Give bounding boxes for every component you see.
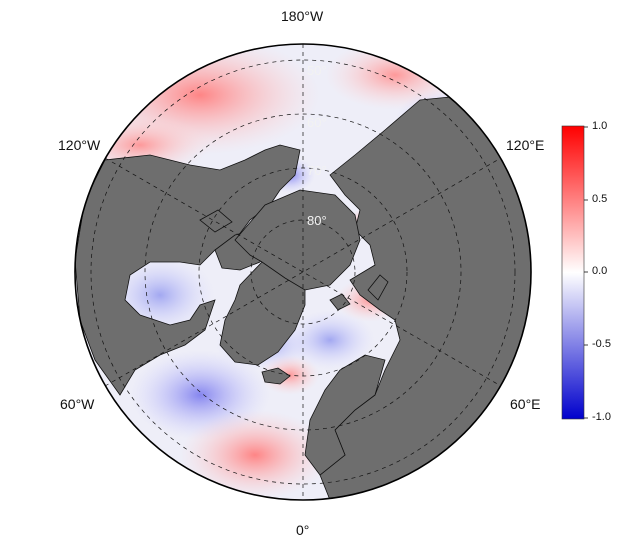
colorbar — [561, 125, 585, 420]
colorbar-tick-lower: -0.5 — [592, 338, 611, 350]
label-lat-50: 50° — [307, 63, 327, 78]
label-120w: 120°W — [58, 137, 101, 153]
label-lat-70: 70° — [307, 163, 327, 178]
label-180w: 180°W — [281, 8, 324, 24]
label-60e: 60°E — [510, 396, 541, 412]
central-arctic — [234, 189, 361, 291]
atlantic-warm-anomaly — [180, 410, 330, 500]
iceland-landmass — [261, 367, 291, 385]
label-lat-80: 80° — [307, 213, 327, 228]
label-60w: 60°W — [60, 396, 95, 412]
parallel-50 — [90, 59, 516, 485]
label-0: 0° — [296, 522, 310, 538]
label-lat-60: 60° — [307, 115, 327, 130]
map-boundary — [74, 43, 532, 501]
scandinavia-landmass — [304, 354, 386, 476]
colorbar-tick-mid: 0.0 — [592, 265, 608, 277]
land-masses — [75, 94, 531, 500]
colorbar-tick-min: -1.0 — [592, 411, 611, 423]
colorbar-tick-upper: 0.5 — [592, 193, 608, 205]
north-america-landmass — [75, 144, 301, 396]
label-120e: 120°E — [506, 137, 545, 153]
colorbar-ticks — [584, 126, 588, 419]
colorbar-tick-max: 1.0 — [592, 120, 608, 132]
graticule — [90, 44, 516, 500]
